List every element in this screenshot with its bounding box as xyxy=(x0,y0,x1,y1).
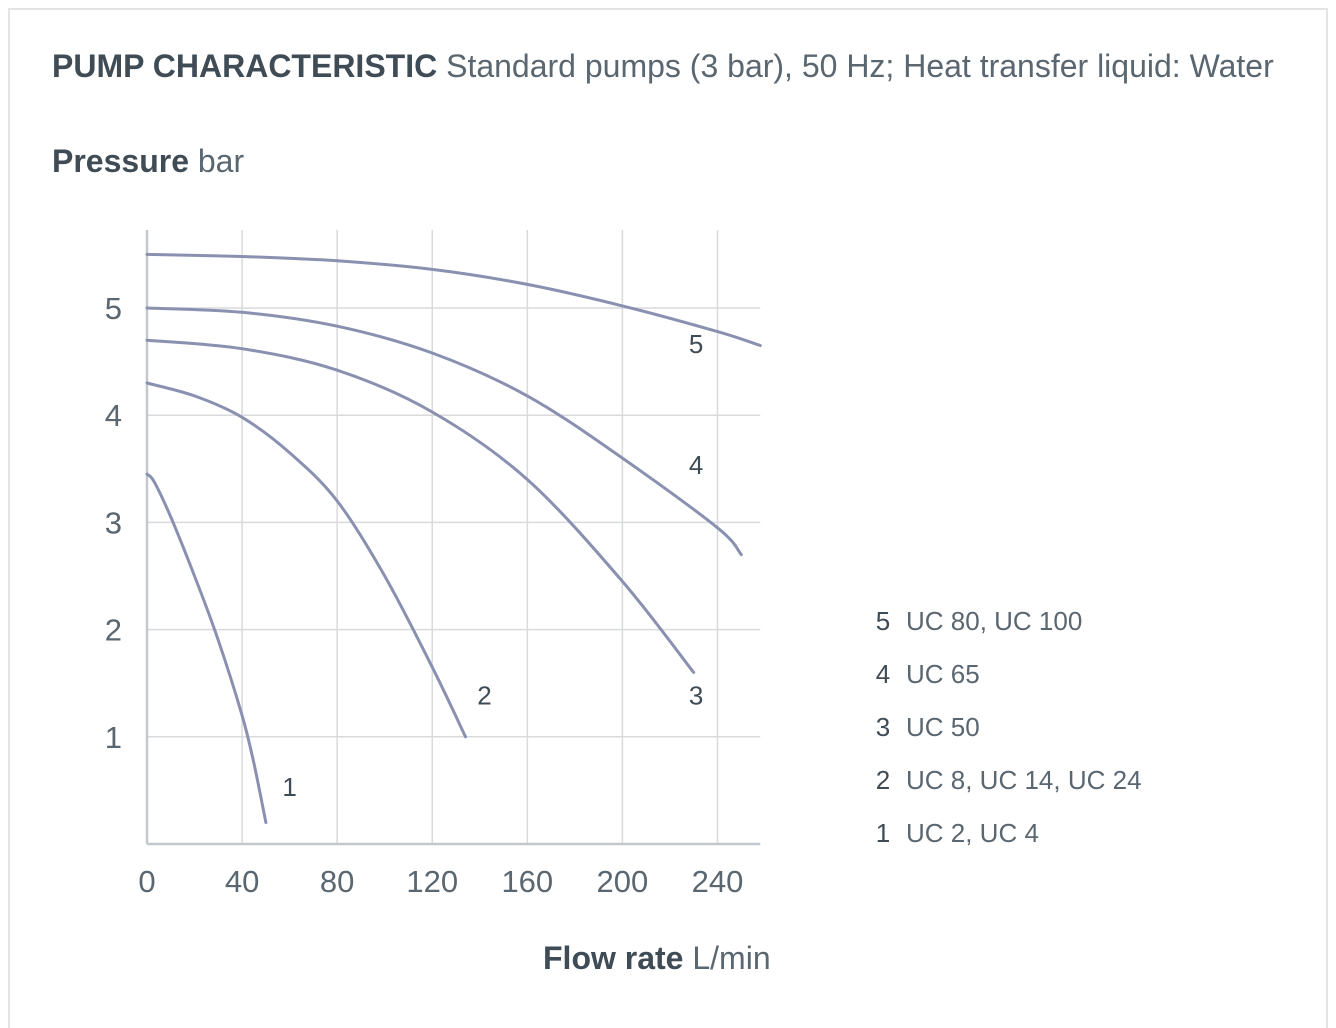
legend-model-names: UC 2, UC 4 xyxy=(906,818,1039,848)
x-axis-label: Flow rate L/min xyxy=(543,940,771,977)
pump-curve-1 xyxy=(145,472,268,825)
y-tick-label: 1 xyxy=(105,720,122,755)
y-axis-unit: bar xyxy=(197,143,245,179)
legend-item-4: 4 UC 65 xyxy=(860,659,1142,712)
legend-model-names: UC 50 xyxy=(906,712,980,742)
legend-item-3: 3 UC 50 xyxy=(860,712,1142,765)
y-tick-label: 3 xyxy=(105,505,122,540)
y-tick-label: 4 xyxy=(105,398,122,433)
x-tick-label: 200 xyxy=(597,864,649,899)
legend-number: 2 xyxy=(875,765,891,795)
legend-item-1: 1 UC 2, UC 4 xyxy=(860,818,1142,871)
legend-item-2: 2 UC 8, UC 14, UC 24 xyxy=(860,765,1142,818)
axes xyxy=(145,230,761,846)
legend-model-names: UC 65 xyxy=(906,659,980,689)
chart-frame xyxy=(8,8,1328,1028)
y-axis-label: Pressure bar xyxy=(52,143,244,180)
legend-number: 4 xyxy=(875,659,891,689)
pump-curve-3 xyxy=(145,338,696,674)
legend-number: 3 xyxy=(875,712,891,742)
y-tick-label: 2 xyxy=(105,613,122,648)
x-tick-label: 240 xyxy=(692,864,744,899)
pump-curves xyxy=(145,252,762,825)
x-axis-unit: L/min xyxy=(692,940,771,976)
x-tick-label: 0 xyxy=(138,864,155,899)
pump-curve-5 xyxy=(145,252,762,347)
curve-label-3: 3 xyxy=(689,681,703,711)
title-main: PUMP CHARACTERISTIC xyxy=(52,48,438,84)
legend-number: 1 xyxy=(875,818,891,848)
legend: 5 UC 80, UC 100 4 UC 65 3 UC 50 2 UC 8, UC 14, … xyxy=(860,606,1142,871)
curve-label-4: 4 xyxy=(689,450,703,480)
title-subtitle: Standard pumps (3 bar), 50 Hz; Heat tran… xyxy=(446,48,1274,84)
curve-labels: 1 2 3 4 5 xyxy=(282,329,703,802)
legend-model-names: UC 80, UC 100 xyxy=(906,606,1083,636)
curve-label-2: 2 xyxy=(477,681,491,711)
y-tick-label: 5 xyxy=(105,291,122,326)
y-axis-title: Pressure xyxy=(52,143,189,179)
x-axis-title: Flow rate xyxy=(543,940,684,976)
pump-curve-2 xyxy=(145,381,467,739)
curve-label-1: 1 xyxy=(282,772,296,802)
legend-model-names: UC 8, UC 14, UC 24 xyxy=(906,765,1142,795)
x-tick-label: 160 xyxy=(501,864,553,899)
x-tick-label: 40 xyxy=(225,864,259,899)
tick-labels: 0 40 80 120 160 200 240 1 2 3 4 5 xyxy=(105,291,744,899)
x-tick-label: 80 xyxy=(320,864,354,899)
curve-label-5: 5 xyxy=(689,329,703,359)
grid-lines xyxy=(147,230,761,844)
chart-title: PUMP CHARACTERISTIC Standard pumps (3 ba… xyxy=(52,48,1274,85)
pump-curve-4 xyxy=(145,306,743,557)
x-tick-label: 120 xyxy=(406,864,458,899)
legend-number: 5 xyxy=(875,606,891,636)
legend-item-5: 5 UC 80, UC 100 xyxy=(860,606,1142,659)
